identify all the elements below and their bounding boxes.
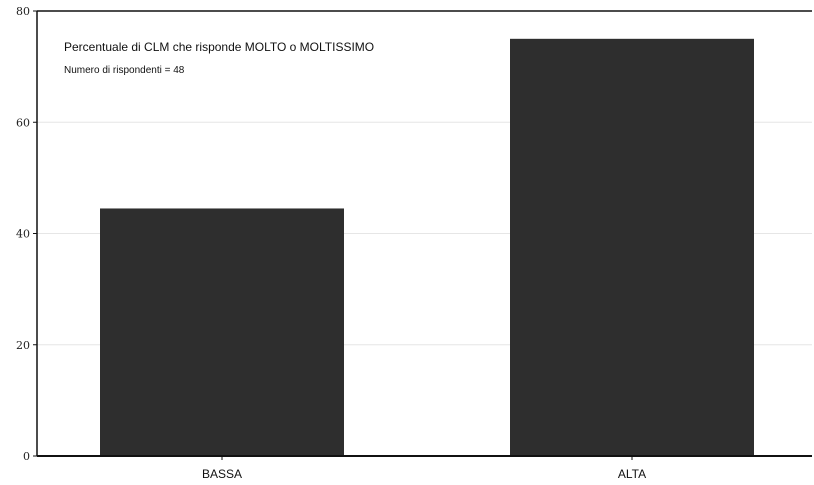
y-tick-label-40: 40 xyxy=(16,228,30,241)
y-tick-label-0: 0 xyxy=(23,450,30,463)
bars xyxy=(100,38,754,456)
y-tick-label-60: 60 xyxy=(16,116,30,129)
chart-title: Percentuale di CLM che risponde MOLTO o … xyxy=(64,40,374,54)
x-tick-label-alta: ALTA xyxy=(618,467,646,481)
x-axis-labels: BASSA ALTA xyxy=(202,456,646,481)
chart-subtitle: Numero di rispondenti = 48 xyxy=(64,65,185,76)
y-tick-label-80: 80 xyxy=(16,5,30,18)
y-tick-label-20: 20 xyxy=(16,339,30,352)
y-axis-ticks: 0 20 40 60 80 xyxy=(16,5,37,463)
x-tick-label-bassa: BASSA xyxy=(202,467,242,481)
bar-alta xyxy=(510,38,754,456)
bar-bassa xyxy=(100,208,344,456)
